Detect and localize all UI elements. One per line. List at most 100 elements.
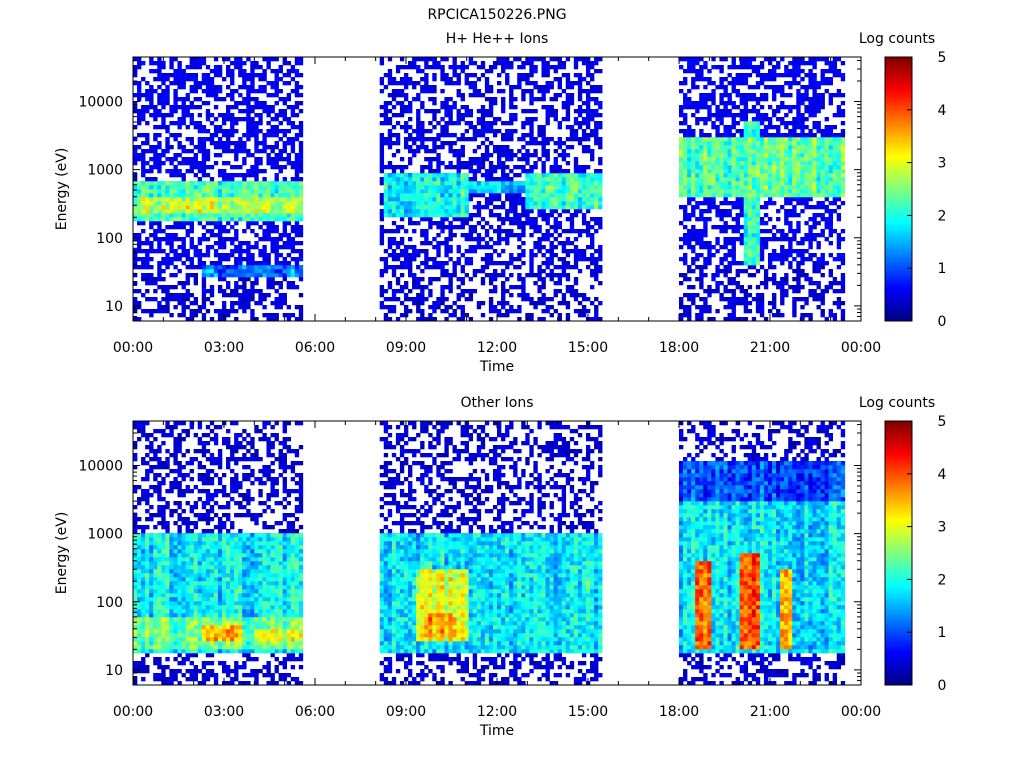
heatmap-cell [585, 201, 591, 206]
heatmap-cell [428, 65, 433, 70]
heatmap-cell [573, 197, 579, 202]
heatmap-cell [420, 193, 425, 198]
heatmap-cell [480, 265, 486, 270]
heatmap-cell [723, 149, 728, 154]
heatmap-cell [432, 177, 437, 182]
heatmap-cell [780, 149, 785, 154]
heatmap-cell [266, 181, 271, 186]
heatmap-cell [133, 281, 138, 286]
heatmap-cell [541, 145, 546, 150]
heatmap-cell [173, 265, 178, 270]
heatmap-cell [594, 217, 599, 222]
heatmap-cell [205, 189, 211, 194]
heatmap-cell [209, 285, 215, 290]
heatmap-cell [727, 265, 732, 270]
heatmap-cell [553, 309, 558, 314]
heatmap-cell [165, 305, 170, 310]
heatmap-cell [234, 157, 239, 162]
heatmap-cell [181, 161, 186, 166]
heatmap-cell [501, 217, 506, 222]
heatmap-cell [549, 109, 554, 114]
heatmap-cell [157, 73, 162, 78]
heatmap-cell [205, 209, 211, 214]
heatmap-cell [695, 73, 700, 78]
heatmap-cell [727, 149, 732, 154]
heatmap-cell [557, 197, 563, 202]
heatmap-cell [428, 225, 433, 230]
heatmap-cell [181, 209, 186, 214]
heatmap-cell [488, 185, 494, 190]
heatmap-cell [715, 137, 720, 142]
heatmap-cell [234, 293, 239, 298]
heatmap-cell [703, 157, 708, 162]
heatmap-cell [436, 185, 441, 190]
heatmap-cell [497, 149, 502, 154]
heatmap-cell [703, 189, 708, 194]
heatmap-cell [242, 277, 247, 282]
heatmap-cell [387, 241, 393, 246]
heatmap-cell [699, 93, 704, 98]
heatmap-cell [205, 73, 211, 78]
heatmap-cell [420, 121, 425, 126]
heatmap-cell [452, 209, 457, 214]
heatmap-cell [772, 145, 777, 150]
heatmap-cell [403, 73, 409, 78]
heatmap-cell [282, 165, 287, 170]
heatmap-cell [703, 65, 708, 70]
heatmap-cell [189, 229, 194, 234]
heatmap-cell [209, 89, 215, 94]
heatmap-cell [141, 149, 146, 154]
heatmap-cell [517, 65, 522, 70]
heatmap-cell [509, 201, 514, 206]
heatmap-cell [484, 113, 490, 118]
heatmap-cell [169, 161, 174, 166]
heatmap-cell [282, 301, 287, 306]
heatmap-cell [711, 145, 716, 150]
heatmap-cell [448, 149, 453, 154]
heatmap-cell [258, 237, 263, 242]
heatmap-cell [569, 217, 575, 222]
heatmap-cell [529, 117, 534, 122]
heatmap-cell [679, 145, 684, 150]
heatmap-cell [521, 293, 526, 298]
heatmap-cell [731, 125, 736, 130]
heatmap-cell [767, 201, 773, 206]
heatmap-cell [715, 65, 720, 70]
heatmap-cell [141, 257, 146, 262]
heatmap-cell [541, 129, 546, 134]
heatmap-cell [298, 153, 304, 158]
heatmap-cell [723, 213, 728, 218]
heatmap-cell [585, 197, 591, 202]
heatmap-cell [557, 317, 563, 322]
heatmap-cell [460, 317, 465, 322]
heatmap-cell [141, 265, 146, 270]
heatmap-cell [217, 85, 223, 90]
heatmap-cell [165, 129, 170, 134]
heatmap-cell [173, 97, 178, 102]
heatmap-cell [141, 193, 146, 198]
heatmap-cell [230, 265, 235, 270]
heatmap-cell [553, 113, 558, 118]
heatmap-cell [185, 201, 190, 206]
heatmap-cell [387, 141, 393, 146]
heatmap-cell [755, 309, 761, 314]
heatmap-cell [541, 237, 546, 242]
heatmap-cell [581, 57, 587, 62]
heatmap-cell [432, 173, 437, 178]
heatmap-cell [201, 149, 207, 154]
heatmap-cell [408, 257, 413, 262]
heatmap-cell [743, 81, 749, 86]
heatmap-cell [719, 85, 724, 90]
heatmap-cell [294, 225, 300, 230]
heatmap-cell [727, 313, 732, 318]
heatmap-cell [226, 209, 231, 214]
heatmap-cell [432, 109, 437, 114]
heatmap-cell [149, 149, 154, 154]
heatmap-cell [395, 165, 401, 170]
heatmap-cell [379, 165, 385, 170]
heatmap-cell [282, 73, 287, 78]
heatmap-cell [460, 201, 465, 206]
heatmap-cell [759, 129, 765, 134]
heatmap-cell [731, 181, 736, 186]
heatmap-cell [497, 313, 502, 318]
